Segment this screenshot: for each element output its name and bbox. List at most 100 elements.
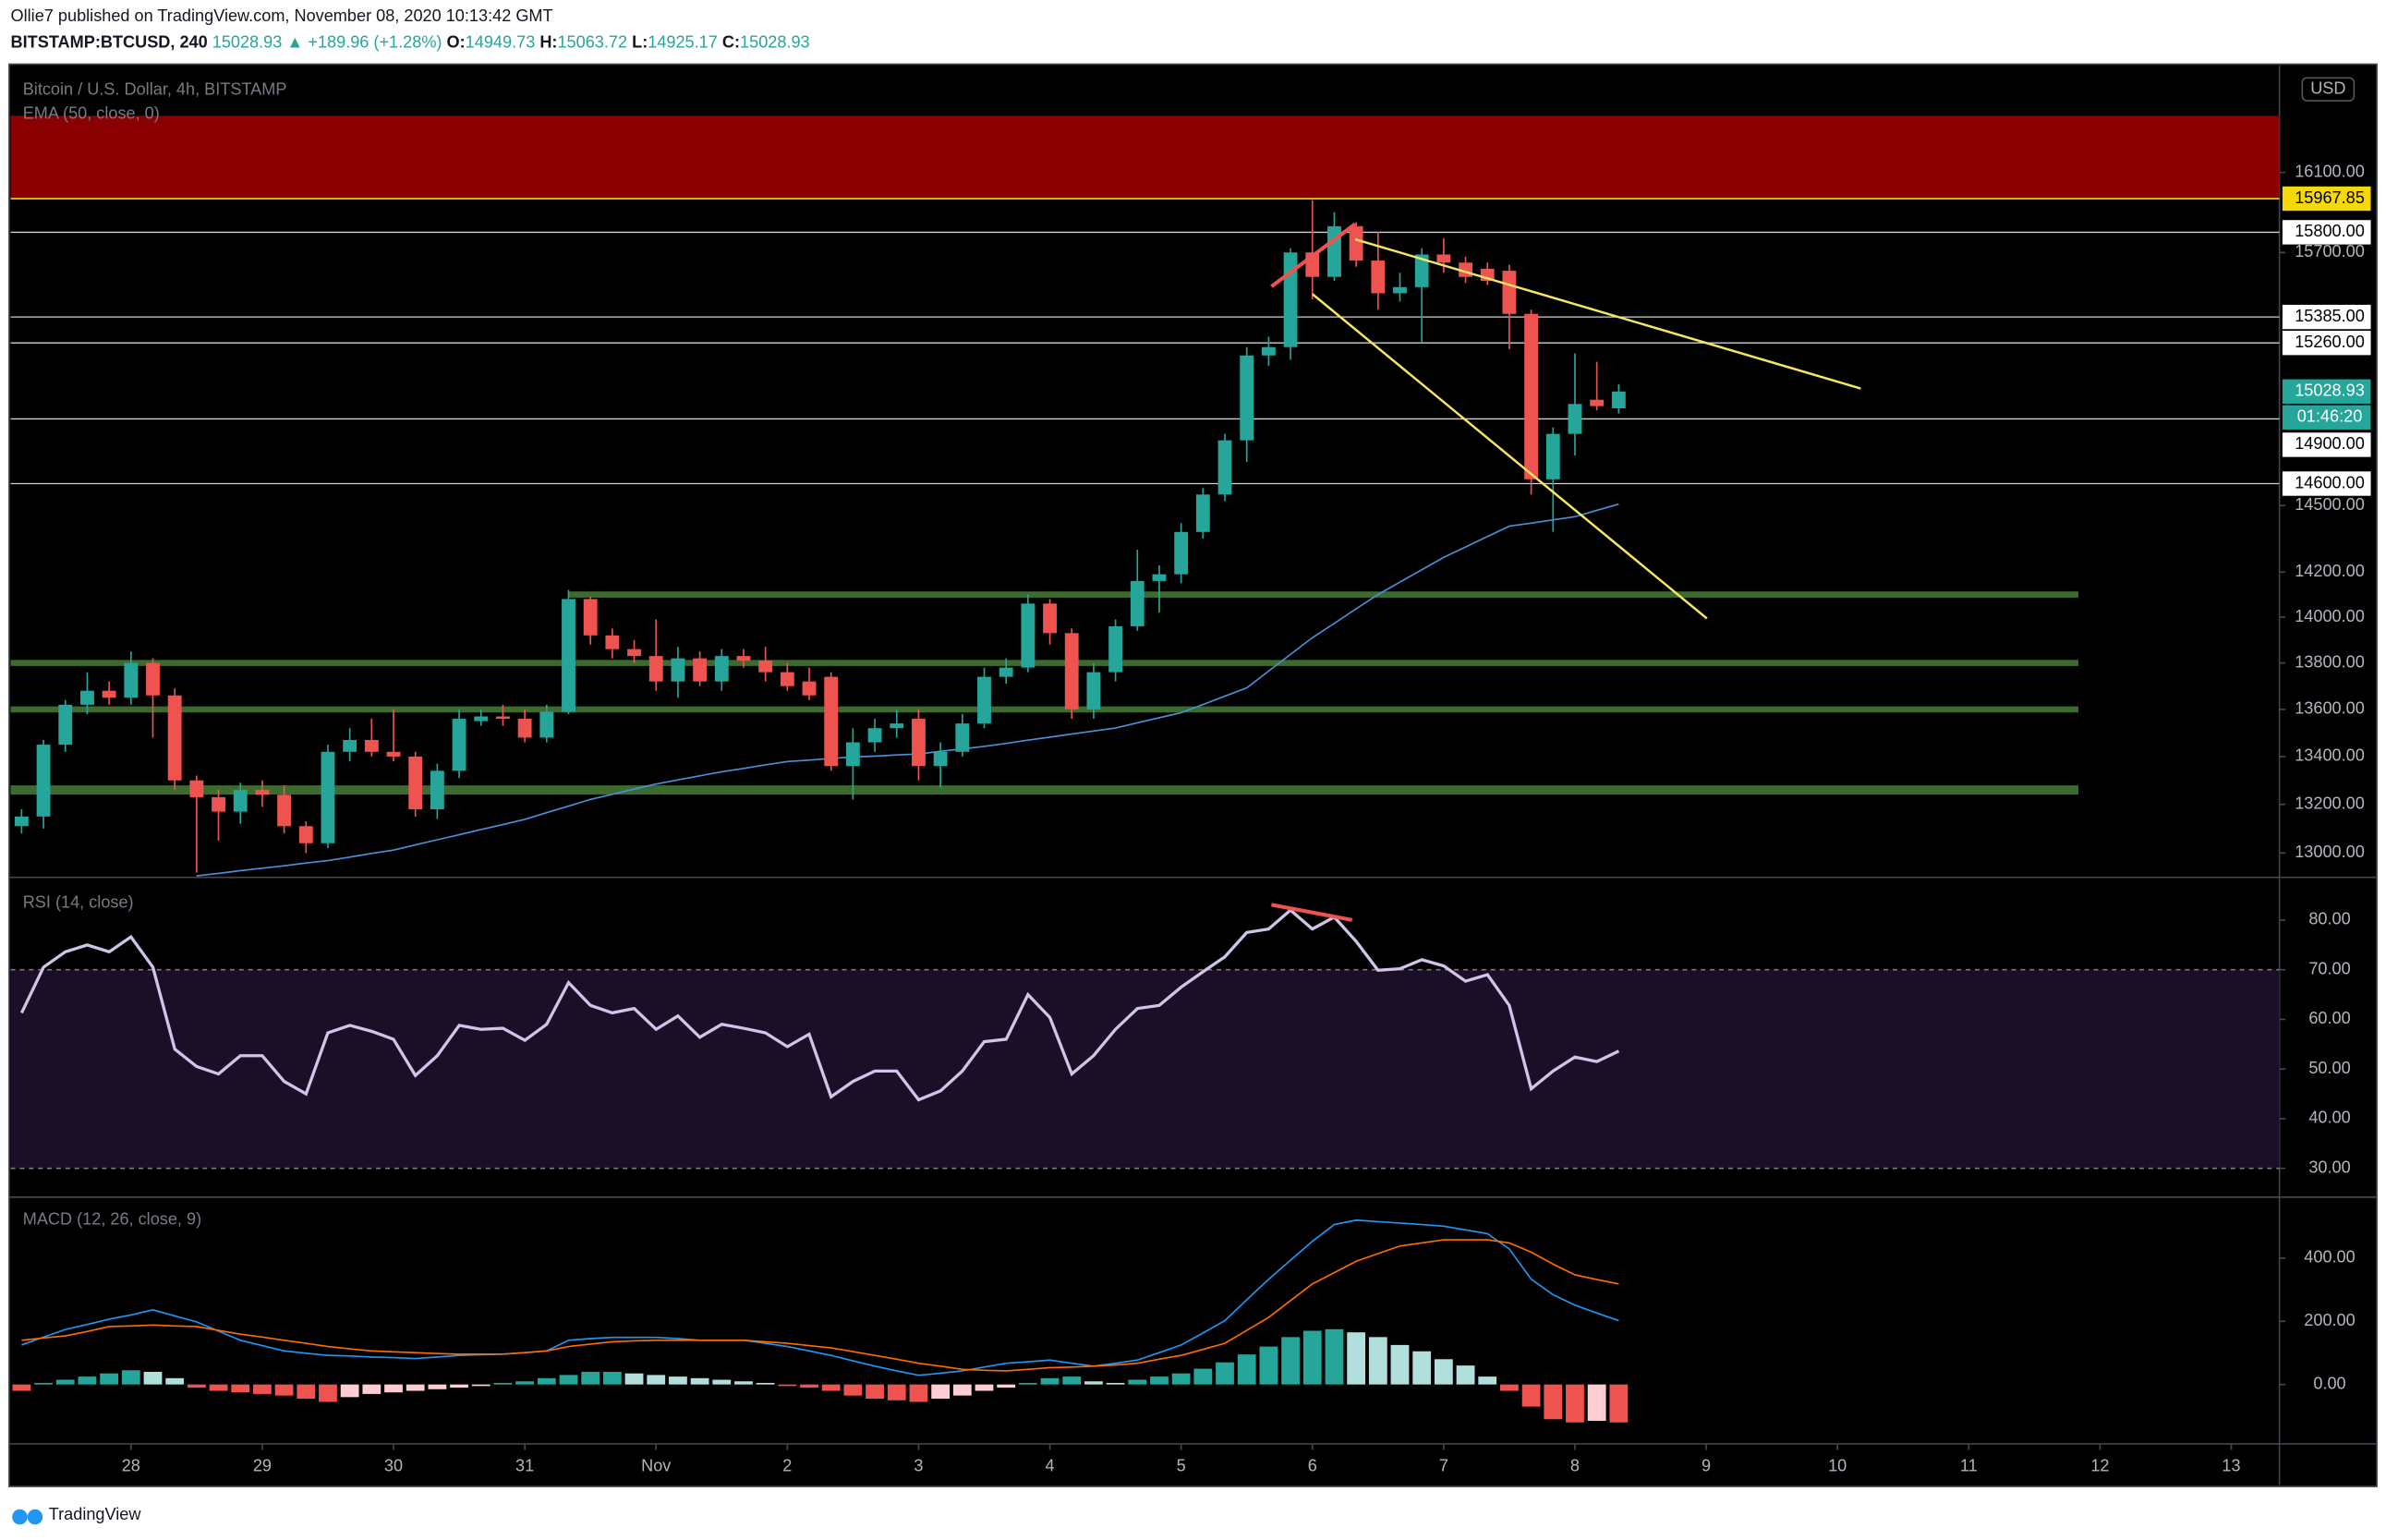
histogram-bar [800, 1384, 818, 1388]
x-tick-label: 10 [1828, 1456, 1847, 1474]
y-tick-label: 13400.00 [2295, 746, 2365, 765]
candle-body [977, 676, 991, 724]
candle-body [627, 649, 641, 657]
histogram-bar [78, 1376, 97, 1385]
candle-body [58, 704, 73, 746]
histogram-bar [274, 1384, 294, 1396]
histogram-bar [1325, 1328, 1344, 1385]
x-tick-label: 5 [1177, 1456, 1186, 1474]
histogram-bar [515, 1381, 535, 1385]
candle-body [124, 662, 139, 698]
histogram-bar [647, 1375, 666, 1385]
candle-body [1590, 399, 1605, 406]
histogram-bar [1128, 1379, 1147, 1385]
candle-body [14, 816, 29, 827]
x-tick-label: 31 [515, 1456, 534, 1474]
level-label: 15800.00 [2295, 222, 2365, 240]
histogram-bar [406, 1384, 425, 1391]
y-tick-label: 400.00 [2304, 1248, 2355, 1267]
x-tick-label: 7 [1439, 1456, 1448, 1474]
byline: Ollie7 published on TradingView.com, Nov… [11, 6, 553, 25]
x-tick-label: 2 [782, 1456, 792, 1474]
histogram-bar [1062, 1376, 1082, 1385]
y-tick-label: 14000.00 [2295, 607, 2365, 625]
histogram-bar [581, 1371, 600, 1385]
candle-body [189, 780, 204, 797]
candle-body [1524, 313, 1539, 479]
y-tick-label: 13800.00 [2295, 652, 2365, 671]
histogram-bar [121, 1370, 140, 1385]
y-tick-label: 70.00 [2308, 959, 2350, 977]
candle-body [933, 751, 948, 767]
histogram-bar [1347, 1332, 1366, 1385]
candle-body [364, 739, 379, 752]
candle-body [212, 796, 225, 812]
level-label-bg [2282, 304, 2371, 330]
countdown: 01:46:20 [2297, 407, 2363, 426]
x-tick-label: 29 [253, 1456, 272, 1474]
candle-body [277, 794, 292, 827]
x-tick-label: 6 [1308, 1456, 1317, 1474]
candle-body [430, 770, 444, 809]
candle-body [693, 658, 708, 682]
histogram-bar [340, 1384, 359, 1398]
x-tick-label: 11 [1960, 1456, 1978, 1474]
histogram-bar [931, 1384, 951, 1400]
x-tick-label: Nov [641, 1456, 671, 1474]
histogram-bar [428, 1384, 447, 1389]
macd-line [21, 1239, 1619, 1372]
histogram-bar [187, 1384, 206, 1388]
candle-body [1349, 225, 1363, 261]
x-tick-label: 30 [384, 1456, 403, 1474]
candle-body [1217, 440, 1232, 495]
histogram-bar [712, 1379, 732, 1385]
y-tick-label: 40.00 [2308, 1109, 2350, 1127]
candle-body [912, 719, 926, 767]
histogram-bar [909, 1384, 928, 1402]
candle-body [890, 723, 904, 729]
y-tick-label: 13600.00 [2295, 699, 2365, 718]
open-label: O: [447, 32, 466, 51]
histogram-bar [1609, 1384, 1629, 1423]
histogram-bar [1302, 1330, 1322, 1385]
x-tick-label: 4 [1046, 1456, 1055, 1474]
histogram-bar [297, 1384, 316, 1400]
histogram-bar [1500, 1384, 1519, 1391]
candle-body [474, 716, 489, 721]
candle-body [1174, 531, 1189, 575]
candle-body [386, 751, 401, 757]
candle-body [1502, 271, 1517, 314]
histogram-bar [231, 1384, 250, 1393]
open-value: 14949.73 [466, 32, 536, 51]
candle-body [845, 742, 860, 767]
histogram-bar [1587, 1384, 1606, 1421]
candle-body [167, 695, 182, 781]
candle-body [1064, 633, 1079, 709]
chart-title: Bitcoin / U.S. Dollar, 4h, BITSTAMP [23, 79, 287, 98]
candle-body [517, 719, 532, 738]
candle-body [1108, 625, 1123, 673]
resistance-label: 15967.85 [2295, 188, 2365, 207]
histogram-bar [1521, 1384, 1541, 1407]
candle-body [671, 658, 685, 682]
histogram-bar [690, 1377, 709, 1385]
close-value: 15028.93 [740, 32, 810, 51]
histogram-bar [450, 1384, 468, 1388]
x-tick-label: 3 [914, 1456, 923, 1474]
candle-body [1152, 574, 1167, 581]
logo-mark [12, 1509, 28, 1525]
level-label: 14900.00 [2295, 434, 2365, 453]
low-value: 14925.17 [648, 32, 718, 51]
histogram-bar [975, 1384, 994, 1391]
logo-mark [27, 1509, 43, 1525]
histogram-bar [756, 1382, 775, 1385]
histogram-bar [843, 1384, 863, 1396]
histogram-bar [537, 1377, 556, 1385]
candle-body [321, 751, 335, 843]
histogram-bar [997, 1384, 1016, 1388]
histogram-bar [734, 1381, 753, 1385]
candle-body [867, 728, 882, 743]
candle-body [1414, 254, 1429, 287]
y-tick-label: 80.00 [2308, 910, 2350, 928]
